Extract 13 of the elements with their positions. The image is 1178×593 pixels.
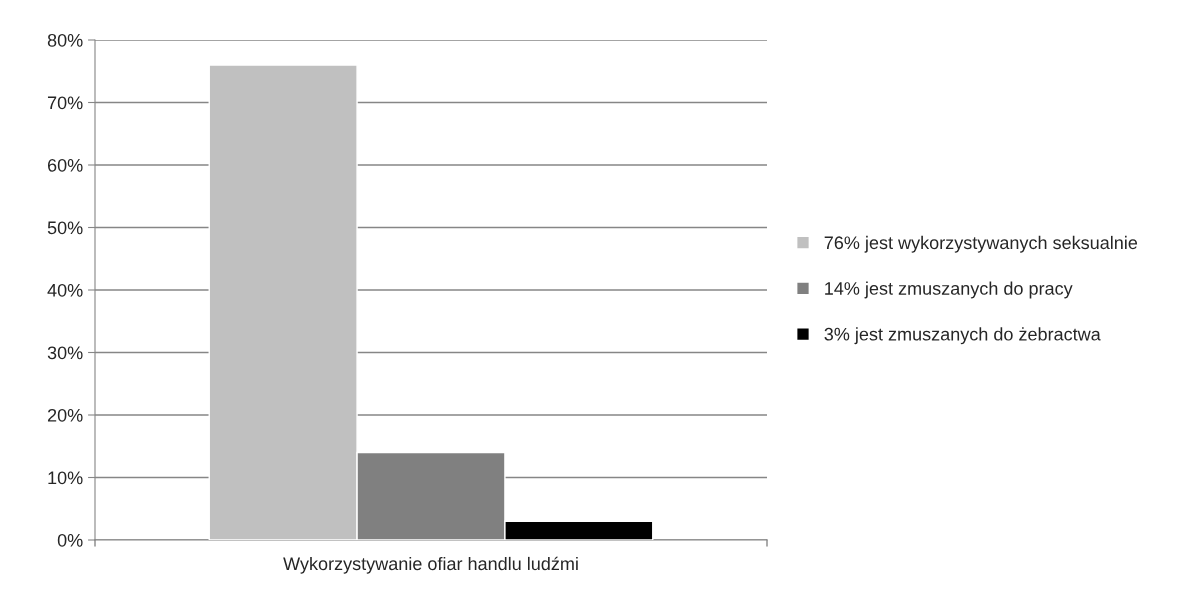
y-tick-label: 50% — [47, 221, 83, 235]
y-tick-label: 80% — [47, 33, 83, 47]
y-tick-label: 40% — [47, 283, 83, 297]
legend-label: 3% jest zmuszanych do żebractwa — [824, 327, 1101, 345]
y-tick-label: 10% — [48, 471, 83, 485]
y-tick-label: 30% — [47, 346, 83, 360]
y-tick-label: 20% — [47, 408, 83, 422]
x-tick-label: Wykorzystywanie ofiar handlu ludźmi — [283, 556, 578, 574]
y-tick-label: 70% — [47, 96, 83, 110]
y-tick-label: 60% — [47, 158, 83, 172]
y-tick-label: 0% — [57, 533, 83, 547]
legend-label: 14% jest zmuszanych do pracy — [825, 281, 1073, 299]
legend-label: 76% jest wykorzystywanych seksualnie — [824, 235, 1138, 253]
